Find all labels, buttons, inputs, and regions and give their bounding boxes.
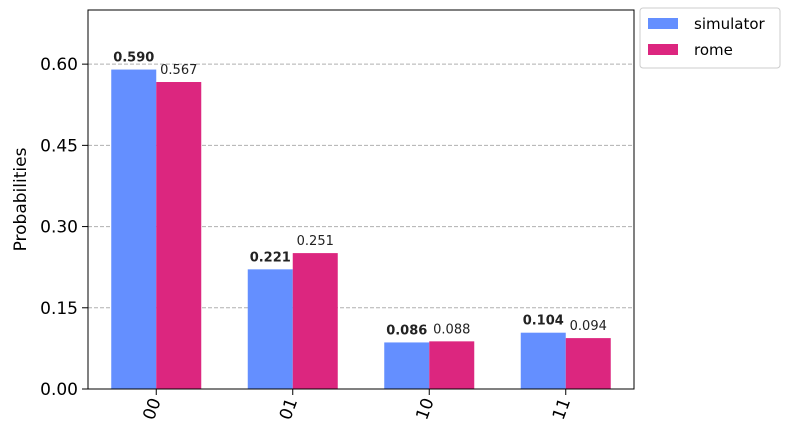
data-label-rome-11: 0.094	[570, 319, 607, 334]
bar-rome-10	[429, 341, 475, 389]
x-tick-label: 00	[139, 396, 165, 423]
bar-rome-11	[565, 338, 611, 389]
y-tick-label: 0.60	[40, 55, 78, 75]
legend-label-rome: rome	[694, 41, 733, 59]
y-tick-label: 0.30	[40, 218, 78, 238]
plot-frame	[87, 9, 635, 390]
data-label-rome-00: 0.567	[160, 63, 197, 78]
data-label-simulator-10: 0.086	[386, 323, 427, 338]
bars	[111, 69, 611, 390]
data-label-simulator-01: 0.221	[250, 250, 291, 265]
data-labels: 0.590 0.567 0.221 0.251 0.086 0.088 0.104 0.094	[113, 51, 607, 339]
legend: simulator rome	[639, 7, 781, 69]
y-tick-label: 0.15	[40, 299, 78, 319]
bar-simulator-00	[111, 69, 157, 390]
data-label-rome-10: 0.088	[433, 322, 470, 337]
x-tick-label: 01	[276, 396, 302, 423]
y-tick-label: 0.00	[40, 380, 78, 400]
data-label-rome-01: 0.251	[297, 234, 334, 249]
legend-label-simulator: simulator	[694, 15, 766, 33]
bar-simulator-01	[247, 269, 293, 389]
x-axis: 00 01 10 11	[139, 389, 575, 423]
y-axis: 0.00 0.15 0.30 0.45 0.60	[40, 55, 88, 400]
y-axis-label: Probabilities	[11, 147, 31, 251]
data-label-simulator-00: 0.590	[113, 51, 154, 66]
x-tick-label: 11	[549, 396, 575, 423]
bar-rome-00	[156, 82, 202, 389]
bar-simulator-11	[520, 332, 566, 389]
bar-rome-01	[292, 253, 338, 389]
y-tick-label: 0.45	[40, 136, 78, 156]
legend-swatch-simulator	[648, 18, 678, 29]
x-tick-label: 10	[412, 396, 438, 423]
data-label-simulator-11: 0.104	[523, 314, 564, 329]
legend-swatch-rome	[648, 44, 678, 55]
bar-simulator-10	[384, 342, 430, 389]
